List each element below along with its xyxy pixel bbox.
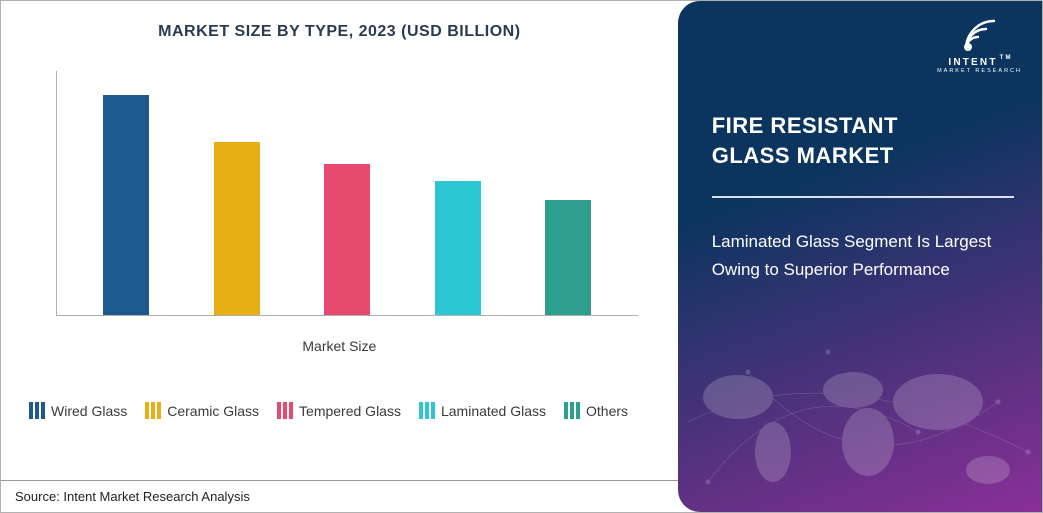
summary-title: FIRE RESISTANT GLASS MARKET: [712, 111, 1014, 170]
legend-item-ceramic-glass: Ceramic Glass: [145, 402, 259, 419]
bar-others: [545, 200, 591, 315]
bar-chart: [56, 71, 638, 316]
summary-title-line1: FIRE RESISTANT: [712, 111, 1014, 141]
summary-content: FIRE RESISTANT GLASS MARKET Laminated Gl…: [678, 1, 1042, 512]
source-attribution: Source: Intent Market Research Analysis: [1, 480, 678, 512]
legend-label: Others: [586, 403, 628, 419]
legend-item-laminated-glass: Laminated Glass: [419, 402, 546, 419]
legend-swatch: [564, 402, 580, 419]
summary-title-line2: GLASS MARKET: [712, 141, 1014, 171]
infographic-container: MARKET SIZE BY TYPE, 2023 (USD BILLION) …: [0, 0, 1043, 513]
bar-ceramic-glass: [214, 142, 260, 315]
legend-label: Ceramic Glass: [167, 403, 259, 419]
legend-item-tempered-glass: Tempered Glass: [277, 402, 401, 419]
legend-swatch: [29, 402, 45, 419]
summary-subtitle: Laminated Glass Segment Is Largest Owing…: [712, 228, 1014, 282]
legend-label: Tempered Glass: [299, 403, 401, 419]
legend-label: Laminated Glass: [441, 403, 546, 419]
legend-swatch: [277, 402, 293, 419]
x-axis-label: Market Size: [1, 338, 678, 354]
bar-wired-glass: [103, 95, 149, 315]
brand-logo-name: INTENT: [948, 57, 997, 68]
legend-swatch: [145, 402, 161, 419]
bar-tempered-glass: [324, 164, 370, 315]
summary-divider: [712, 196, 1014, 198]
chart-title: MARKET SIZE BY TYPE, 2023 (USD BILLION): [1, 1, 678, 41]
chart-legend: Wired Glass Ceramic Glass Tempered Glass La…: [1, 354, 678, 433]
chart-panel: MARKET SIZE BY TYPE, 2023 (USD BILLION) …: [1, 1, 678, 512]
legend-swatch: [419, 402, 435, 419]
brand-logo-icon: [960, 15, 1000, 55]
trademark-symbol: TM: [1000, 55, 1013, 61]
brand-logo-text: INTENTTM: [937, 57, 1022, 68]
legend-label: Wired Glass: [51, 403, 127, 419]
summary-panel: INTENTTM MARKET RESEARCH FIRE RESISTANT …: [678, 1, 1042, 512]
brand-logo: INTENTTM MARKET RESEARCH: [937, 15, 1022, 75]
legend-item-others: Others: [564, 402, 628, 419]
brand-logo-subtitle: MARKET RESEARCH: [937, 68, 1022, 75]
bar-laminated-glass: [435, 181, 481, 315]
legend-item-wired-glass: Wired Glass: [29, 402, 127, 419]
